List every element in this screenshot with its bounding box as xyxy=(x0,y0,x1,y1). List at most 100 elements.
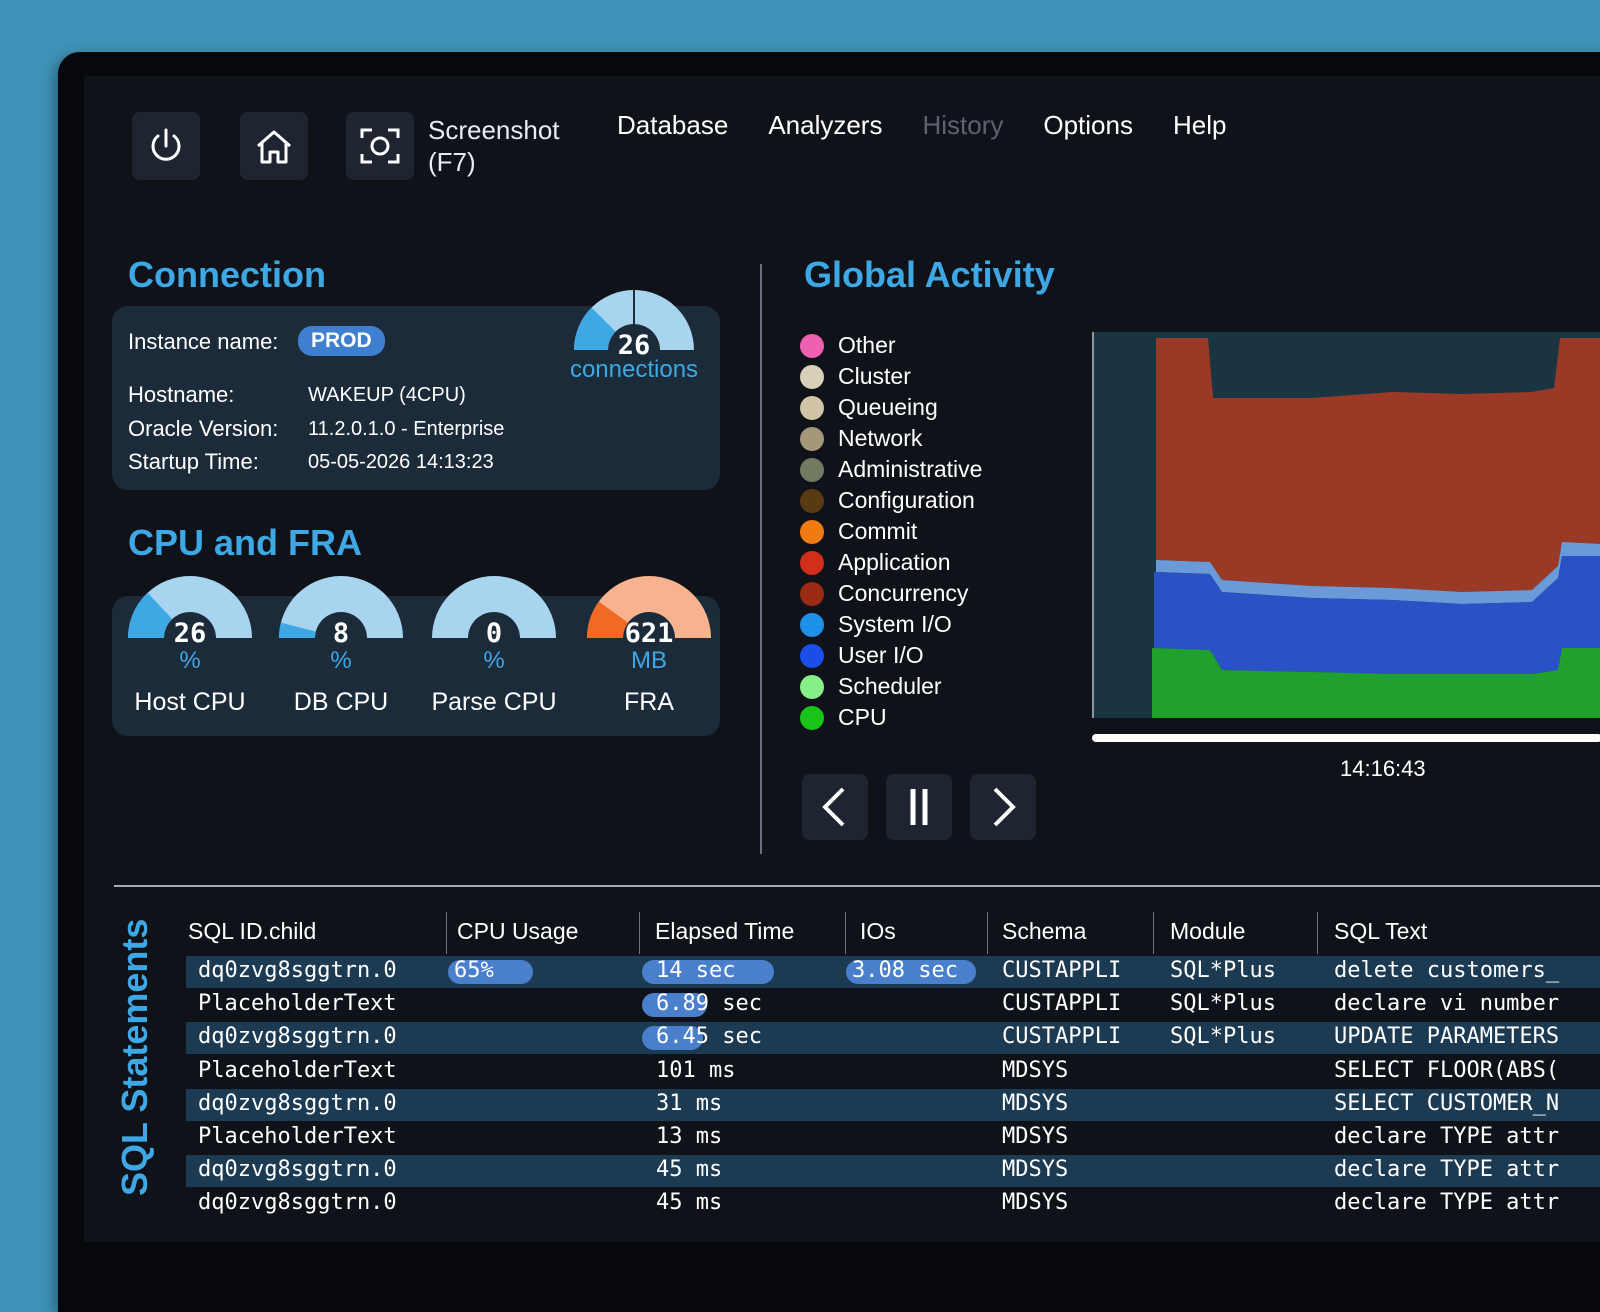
legend-swatch xyxy=(800,643,824,668)
cell-elapsed: 14 sec xyxy=(656,958,736,983)
chart-timestamp: 14:16:43 xyxy=(1340,756,1426,781)
legend-swatch xyxy=(800,395,824,420)
sql-statements-title: SQL Statements xyxy=(114,918,155,1196)
cell-id: dq0zvg8sggtrn.0 xyxy=(198,1024,397,1050)
cpu-fra-gauges xyxy=(128,576,711,638)
col-separator xyxy=(987,912,988,954)
legend-swatch xyxy=(800,488,824,513)
legend-swatch xyxy=(800,674,824,699)
cell-text: declare vi number xyxy=(1334,991,1560,1017)
camera-frame-icon xyxy=(360,128,400,164)
table-row[interactable]: dq0zvg8sggtrn.0 45 ms MDSYS declare TYPE at… xyxy=(186,1155,1600,1188)
usage-bar xyxy=(642,1026,703,1051)
cell-schema: CUSTAPPLI xyxy=(1002,958,1122,983)
legend-swatch xyxy=(800,333,824,358)
cell-text: SELECT CUSTOMER_N xyxy=(1334,1090,1560,1116)
col-module[interactable]: Module xyxy=(1170,918,1246,944)
table-row[interactable]: dq0zvg8sggtrn.0 45 ms MDSYS declare TYPE at… xyxy=(186,1188,1600,1220)
cell-module: SQL*Plus xyxy=(1170,1024,1276,1050)
gauge-track xyxy=(279,576,403,638)
usage-bar xyxy=(642,993,707,1018)
cell-elapsed: 45 ms xyxy=(656,1157,723,1183)
col-cpu-usage[interactable]: CPU Usage xyxy=(457,918,579,944)
legend-label: CPU xyxy=(838,704,887,730)
legend-item: Commit xyxy=(800,516,982,547)
legend-label: Cluster xyxy=(838,363,911,389)
legend-item: User I/O xyxy=(800,640,982,671)
cell-elapsed: 13 ms xyxy=(656,1124,723,1149)
cell-text: declare TYPE attr xyxy=(1334,1157,1560,1183)
screenshot-label-line1: Screenshot xyxy=(428,115,560,145)
instance-label: Instance name: xyxy=(128,329,279,354)
hostname-label: Hostname: xyxy=(128,382,235,407)
vertical-divider xyxy=(760,264,762,854)
gauge-track xyxy=(432,576,556,638)
table-row[interactable]: dq0zvg8sggtrn.0 31 ms MDSYS SELECT CUSTOMER… xyxy=(186,1088,1600,1121)
col-separator xyxy=(1317,912,1318,954)
cell-text: declare TYPE attr xyxy=(1334,1124,1560,1149)
cell-schema: MDSYS xyxy=(1002,1090,1069,1116)
col-sql-text[interactable]: SQL Text xyxy=(1334,918,1428,944)
table-row[interactable]: dq0zvg8sggtrn.0 6.45 sec CUSTAPPLI SQL*Plus… xyxy=(186,1022,1600,1055)
col-sql-id[interactable]: SQL ID.child xyxy=(188,918,317,944)
pause-button[interactable] xyxy=(886,774,952,840)
gauge-fill xyxy=(587,601,628,638)
legend-label: Scheduler xyxy=(838,673,942,699)
power-button[interactable] xyxy=(132,112,200,180)
cell-text: UPDATE PARAMETERS xyxy=(1334,1024,1560,1050)
legend-label: Queueing xyxy=(838,394,938,420)
cell-ios: 3.08 sec xyxy=(852,958,958,983)
cell-module: SQL*Plus xyxy=(1170,958,1276,983)
legend-swatch xyxy=(800,519,824,544)
legend-swatch xyxy=(800,612,824,637)
next-button[interactable] xyxy=(970,774,1036,840)
cell-id: dq0zvg8sggtrn.0 xyxy=(198,1090,397,1116)
pause-icon xyxy=(910,789,928,825)
col-ios[interactable]: IOs xyxy=(860,918,896,944)
menu-history: History xyxy=(922,110,1004,140)
col-separator xyxy=(1153,912,1154,954)
menu-database[interactable]: Database xyxy=(617,110,729,140)
gauge-unit: % xyxy=(330,647,352,674)
screenshot-label-line2: (F7) xyxy=(428,147,476,177)
menu-analyzers[interactable]: Analyzers xyxy=(768,110,883,140)
cell-text: SELECT FLOOR(ABS( xyxy=(1334,1057,1560,1083)
power-icon xyxy=(151,128,181,161)
legend-item: Cluster xyxy=(800,361,982,392)
legend-swatch xyxy=(800,364,824,389)
table-row[interactable]: PlaceholderText 13 ms MDSYS declare TYPE at… xyxy=(186,1122,1600,1154)
cell-elapsed: 31 ms xyxy=(656,1090,723,1116)
col-schema[interactable]: Schema xyxy=(1002,918,1087,944)
table-row[interactable]: PlaceholderText 6.89 sec CUSTAPPLI SQL*Plus… xyxy=(186,989,1600,1021)
activity-chart xyxy=(1092,332,1600,742)
legend-item: System I/O xyxy=(800,609,982,640)
table-row[interactable]: PlaceholderText 101 ms MDSYS SELECT FLOOR(A… xyxy=(186,1056,1600,1088)
cell-elapsed: 45 ms xyxy=(656,1190,723,1216)
legend-swatch xyxy=(800,705,824,730)
cell-schema: MDSYS xyxy=(1002,1157,1069,1183)
cell-schema: MDSYS xyxy=(1002,1057,1069,1083)
legend-label: Network xyxy=(838,425,923,451)
cell-module: SQL*Plus xyxy=(1170,991,1276,1017)
legend-label: Other xyxy=(838,332,896,358)
gauge-value: 621 xyxy=(624,618,674,649)
cell-id: dq0zvg8sggtrn.0 xyxy=(198,1157,397,1183)
menu-options[interactable]: Options xyxy=(1043,110,1133,140)
home-button[interactable] xyxy=(240,112,308,180)
gauge-value: 26 xyxy=(173,618,207,649)
cell-id: dq0zvg8sggtrn.0 xyxy=(198,958,397,983)
gauge-label: DB CPU xyxy=(293,688,389,716)
gauge-value: 0 xyxy=(485,618,503,649)
table-row[interactable]: dq0zvg8sggtrn.0 65% 14 sec 3.08 sec CUSTAPPL… xyxy=(186,956,1600,988)
col-separator xyxy=(446,912,447,954)
previous-button[interactable] xyxy=(802,774,868,840)
global-activity-title: Global Activity xyxy=(804,254,1055,295)
col-elapsed-time[interactable]: Elapsed Time xyxy=(655,918,795,944)
screenshot-label[interactable]: Screenshot (F7) xyxy=(428,114,560,178)
screenshot-button[interactable] xyxy=(346,112,414,180)
gauge-fill xyxy=(128,592,173,638)
cell-id: PlaceholderText xyxy=(198,991,397,1017)
cell-cpu: 65% xyxy=(454,958,494,983)
menu-help[interactable]: Help xyxy=(1172,110,1227,140)
connection-title: Connection xyxy=(128,254,326,295)
